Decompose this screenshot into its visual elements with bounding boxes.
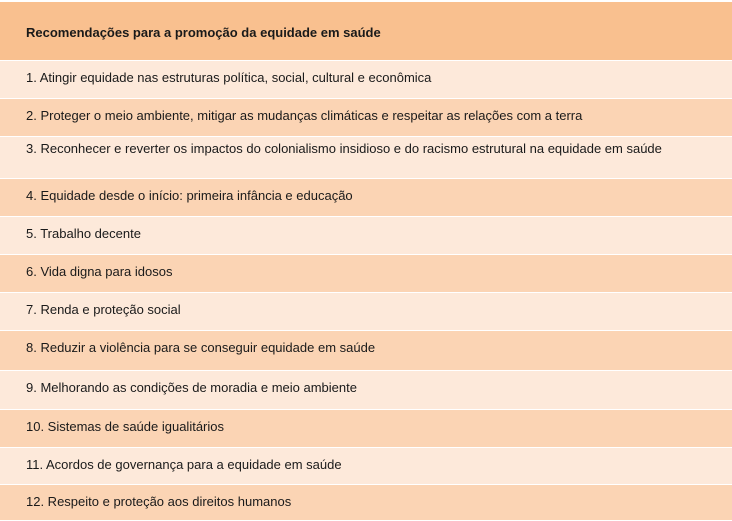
table-header: Recomendações para a promoção da equidad… bbox=[0, 2, 732, 61]
table-row: 5. Trabalho decente bbox=[0, 217, 732, 255]
table-row: 8. Reduzir a violência para se conseguir… bbox=[0, 331, 732, 371]
table-row: 7. Renda e proteção social bbox=[0, 293, 732, 331]
table-row: 1. Atingir equidade nas estruturas polít… bbox=[0, 61, 732, 99]
table-row: 2. Proteger o meio ambiente, mitigar as … bbox=[0, 99, 732, 137]
table-row: 10. Sistemas de saúde igualitários bbox=[0, 410, 732, 448]
table-row: 11. Acordos de governança para a equidad… bbox=[0, 448, 732, 485]
table-row: 6. Vida digna para idosos bbox=[0, 255, 732, 293]
table-row: 12. Respeito e proteção aos direitos hum… bbox=[0, 485, 732, 521]
table-row: 3. Reconhecer e reverter os impactos do … bbox=[0, 137, 732, 179]
table-row: 4. Equidade desde o início: primeira inf… bbox=[0, 179, 732, 217]
table-row: 9. Melhorando as condições de moradia e … bbox=[0, 371, 732, 410]
